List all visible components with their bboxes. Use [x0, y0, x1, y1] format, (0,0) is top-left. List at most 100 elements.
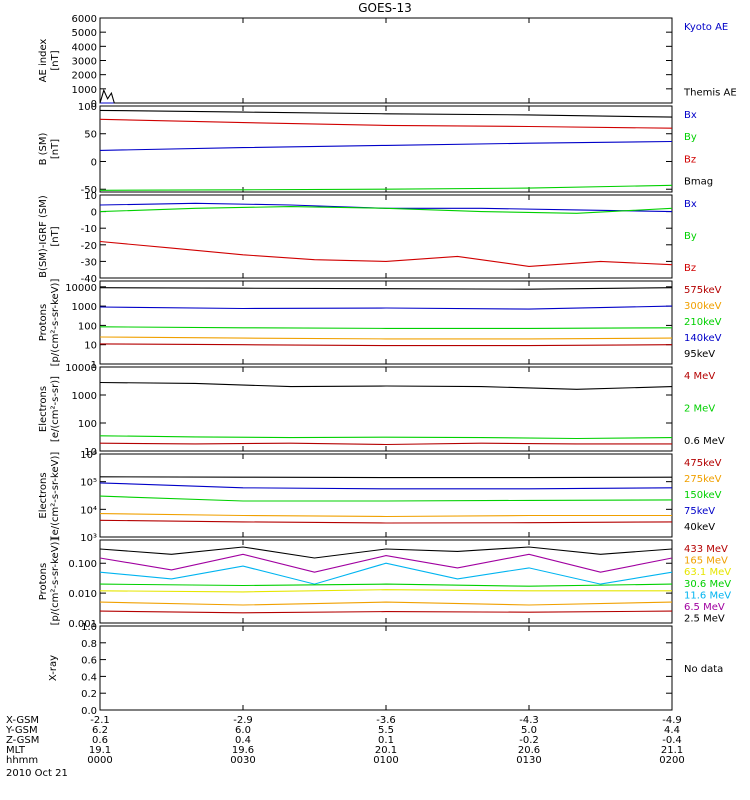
- legend-entry: 150keV: [684, 490, 722, 501]
- y-tick-label: 1: [91, 360, 97, 371]
- y-tick-label: -40: [81, 274, 97, 285]
- series-line-95kev: [99, 287, 673, 290]
- series-line-11.6-mev: [99, 562, 673, 585]
- y-axis-label: [nT]: [50, 139, 61, 159]
- y-axis-label: [e/(cm²-s-sr)]: [50, 376, 61, 442]
- y-tick-label: 3000: [72, 57, 97, 68]
- y-tick-label: -50: [81, 185, 97, 196]
- series-line-bz: [99, 240, 673, 267]
- y-axis-label: [p/(cm²-s-sr-keV)]: [50, 538, 61, 626]
- y-tick-label: 0: [91, 99, 97, 110]
- legend-entry: Kyoto AE: [684, 22, 728, 33]
- y-axis-label: Protons: [38, 304, 49, 341]
- legend-entry: 2 MeV: [684, 403, 715, 414]
- x-axis-value: 6.0: [235, 725, 251, 736]
- legend-entry: 40keV: [684, 522, 715, 533]
- x-axis-value: 19.1: [89, 745, 111, 756]
- legend-entry: Bz: [684, 263, 696, 274]
- legend-entry: Bx: [684, 199, 697, 210]
- y-tick-label: 0.2: [81, 689, 97, 700]
- panel-ae: 0 1000 2000 3000 4000 5000 6000 AE index [nT] Kyo…: [38, 14, 737, 110]
- legend-entry: 433 MeV: [684, 544, 728, 555]
- y-tick-label: 10: [84, 447, 97, 458]
- legend-entry: Themis AE: [683, 88, 737, 99]
- legend-entry: Bx: [684, 110, 697, 121]
- series-line-4-mev: [99, 442, 672, 446]
- series-line-6.5-mev: [99, 553, 673, 573]
- panel-electrons_kev: 10³ 10⁴ 10⁵ 10⁶ Electrons [e/(cm²-s-sr-keV)] 4…: [38, 450, 722, 544]
- series-line-165-mev: [99, 601, 673, 606]
- x-axis-value: 6.2: [92, 725, 108, 736]
- y-tick-label: 100: [78, 419, 97, 430]
- legend-entry: 11.6 MeV: [684, 590, 731, 601]
- y-tick-label: 0: [91, 208, 97, 219]
- series-line-by: [99, 184, 673, 191]
- y-tick-label: 6000: [72, 14, 97, 25]
- legend-entry: 210keV: [684, 317, 722, 328]
- series-line-30.6-mev: [99, 583, 673, 587]
- x-axis-value: -2.9: [233, 715, 253, 726]
- legend-entry: No data: [684, 664, 723, 675]
- y-tick-label: 0.0: [81, 706, 97, 717]
- series-line-by: [99, 206, 673, 214]
- legend-entry: 63.1 MeV: [684, 567, 731, 578]
- y-axis-label: X-ray: [48, 655, 59, 681]
- y-axis-label: Electrons: [38, 472, 49, 518]
- y-axis-label: Electrons: [38, 386, 49, 432]
- x-axis-row-label: X-GSM: [6, 715, 39, 726]
- x-axis-value: -4.3: [519, 715, 539, 726]
- x-axis-value: 0.4: [235, 735, 251, 746]
- y-axis-label: AE index: [38, 39, 49, 83]
- series-line-475kev: [99, 519, 673, 524]
- y-tick-label: 1000: [72, 391, 97, 402]
- panel-protons_high: 0.001 0.010 0.100 Protons [p/(cm²-s-sr-keV)]…: [38, 538, 731, 630]
- panel-electrons_mev: 10 100 1000 10000 Electrons [e/(cm²-s-sr)] 4 M…: [38, 363, 725, 458]
- series-line-bx: [99, 202, 673, 213]
- y-tick-label: 10⁵: [80, 478, 97, 489]
- x-axis-table: X-GSM -2.1 -2.9 -3.6 -4.3 -4.9 Y-GSM 6.2 6.0 5.5 5…: [5, 715, 685, 779]
- panel-frame: [99, 194, 673, 279]
- legend-entry: 2.5 MeV: [684, 614, 725, 625]
- y-tick-label: 10⁴: [80, 505, 97, 516]
- x-axis-value: 20.1: [375, 745, 397, 756]
- legend-entry: 4 MeV: [684, 371, 715, 382]
- y-tick-label: 0.4: [81, 672, 97, 683]
- legend-entry: 300keV: [684, 301, 722, 312]
- x-axis-value: 5.5: [378, 725, 394, 736]
- y-tick-label: 10: [84, 341, 97, 352]
- panel-frame: [99, 280, 673, 365]
- legend-entry: 30.6 MeV: [684, 579, 731, 590]
- x-axis-value: -3.6: [376, 715, 396, 726]
- date-label: 2010 Oct 21: [6, 768, 68, 779]
- y-tick-label: 1000: [72, 302, 97, 313]
- y-axis-label: B (SM): [38, 132, 49, 165]
- series-line-140kev: [99, 305, 673, 310]
- series-line-40kev: [99, 476, 673, 479]
- y-tick-label: 0.8: [81, 639, 97, 650]
- panel-bfield: -50 0 50 100 B (SM) [nT] Bx By Bz Bmag: [38, 102, 713, 196]
- x-axis-value: 0100: [373, 755, 398, 766]
- legend-entry: Bmag: [684, 177, 713, 188]
- y-tick-label: 10³: [80, 533, 97, 544]
- legend-entry: 95keV: [684, 349, 715, 360]
- series-line-75kev: [99, 482, 673, 490]
- y-tick-label: 1.0: [81, 622, 97, 633]
- y-tick-label: 10: [84, 191, 97, 202]
- y-axis-label: B(SM)-IGRF (SM): [38, 195, 49, 278]
- x-axis-value: 0030: [230, 755, 255, 766]
- legend-entry: 575keV: [684, 285, 722, 296]
- y-tick-label: -10: [81, 224, 97, 235]
- x-axis-value: -2.1: [90, 715, 110, 726]
- x-axis-value: 19.6: [232, 745, 254, 756]
- legend-entry: By: [684, 132, 697, 143]
- y-tick-label: 1000: [72, 85, 97, 96]
- y-tick-label: 0.010: [68, 589, 97, 600]
- series-line-2.5-mev: [99, 546, 673, 559]
- legend-entry: 6.5 MeV: [684, 602, 725, 613]
- x-axis-value: 20.6: [518, 745, 540, 756]
- legend-entry: Bz: [684, 154, 696, 165]
- y-tick-label: 4000: [72, 42, 97, 53]
- x-axis-value: 0.6: [92, 735, 108, 746]
